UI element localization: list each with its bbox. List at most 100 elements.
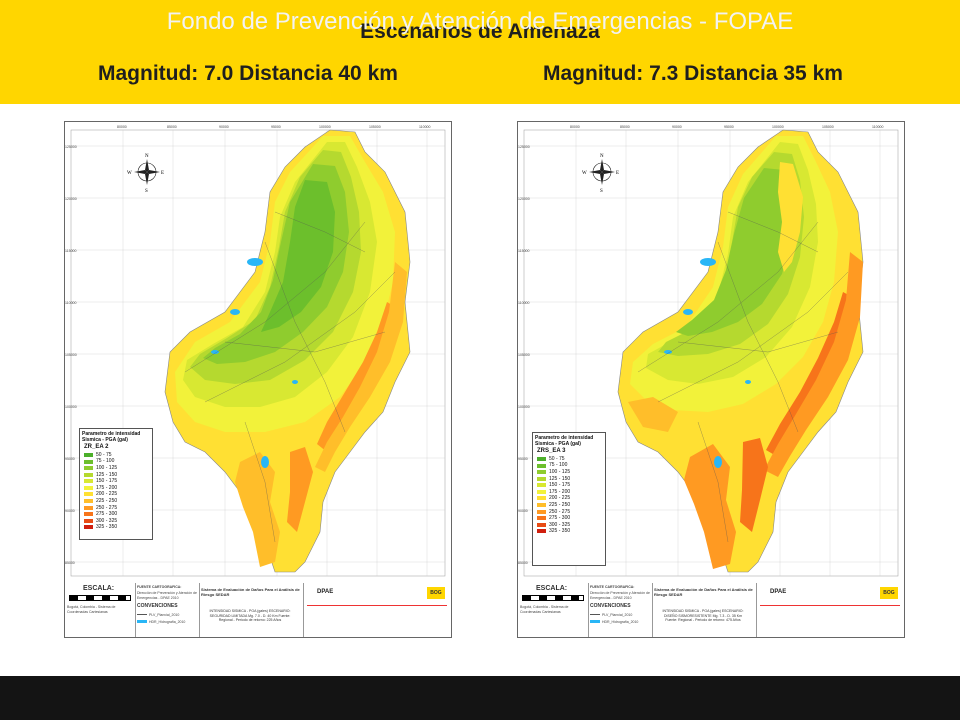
tick-top: 80000: [117, 125, 127, 129]
legend-item: 225 - 250: [533, 502, 605, 509]
tick-side: 90000: [518, 509, 528, 513]
legend-swatch: [84, 505, 93, 510]
legend-swatch: [537, 463, 546, 468]
fuente-text: Dirección de Prevención y Atención de Em…: [590, 591, 650, 600]
map-left: 80000 85000 90000 95000 100000 105000 11…: [64, 121, 452, 585]
legend-label: 50 - 75: [549, 455, 565, 462]
svg-text:E: E: [616, 171, 619, 176]
zone-orange-ridge: [766, 292, 854, 457]
scale-label: ESCALA:: [83, 585, 115, 592]
tick-top: 95000: [724, 125, 734, 129]
tick-top: 90000: [672, 125, 682, 129]
tick-top: 100000: [319, 125, 331, 129]
source-cell: FUENTE CARTOGRAFICA: Dirección de Preven…: [588, 583, 653, 637]
legend-label: 325 - 350: [96, 524, 118, 531]
legend-swatch: [84, 499, 93, 504]
legend-label: 250 - 275: [549, 508, 571, 515]
legend-label: 200 - 225: [96, 491, 118, 498]
conv-item: PLV_Planvial_2010: [602, 613, 633, 617]
legend-swatch: [537, 496, 546, 501]
legend-rows: 50 - 75 75 - 100 100 - 125 125 - 150 150 - 1…: [80, 452, 152, 531]
legend-label: 100 - 125: [96, 464, 118, 471]
map-right: 80000 85000 90000 95000 100000 105000 11…: [517, 121, 905, 585]
system-title: Sistema de Evaluación de Daños Para el A…: [654, 587, 753, 597]
tick-side: 115000: [518, 249, 529, 253]
legend-label: 150 - 175: [549, 482, 571, 489]
tick-side: 125000: [65, 145, 77, 149]
legend-swatch: [537, 483, 546, 488]
subtitle-right: Magnitud: 7.3 Distancia 35 km: [543, 62, 843, 85]
source-cell: FUENTE CARTOGRAFICA: Dirección de Preven…: [135, 583, 200, 637]
legend-swatch: [84, 472, 93, 477]
tick-side: 90000: [65, 509, 75, 513]
legend-item: 75 - 100: [80, 458, 152, 465]
legend-label: 150 - 175: [96, 478, 118, 485]
scale-cell: ESCALA: Bogotá, Colombia - Sistema de Co…: [518, 583, 589, 637]
legend-label: 200 - 225: [549, 495, 571, 502]
map-info-right: ESCALA: Bogotá, Colombia - Sistema de Co…: [517, 583, 905, 638]
tick-top: 105000: [369, 125, 381, 129]
legend-label: 125 - 150: [96, 471, 118, 478]
compass-icon: N S E W: [127, 154, 164, 194]
conventions-label: CONVENCIONES: [137, 603, 178, 609]
legend-label: 175 - 200: [96, 484, 118, 491]
legend-label: 225 - 250: [96, 497, 118, 504]
svg-text:N: N: [600, 154, 604, 159]
tick-side: 100000: [65, 405, 77, 409]
legend-item: 125 - 150: [80, 471, 152, 478]
legend-swatch: [84, 512, 93, 517]
legend-title: Parametro de intensidad Sismica - PGA (g…: [535, 435, 594, 448]
legend-item: 100 - 125: [533, 469, 605, 476]
legend-swatch: [537, 503, 546, 508]
tick-side: 105000: [518, 353, 530, 357]
legend-left: Parametro de intensidad Sismica - PGA (g…: [79, 428, 153, 540]
legend-label: 300 - 325: [96, 517, 118, 524]
legend-swatch: [537, 509, 546, 514]
legend-label: 300 - 325: [549, 521, 571, 528]
bogota-logo-icon: BOG: [880, 587, 898, 599]
legend-swatch: [84, 525, 93, 530]
tick-top: 105000: [822, 125, 834, 129]
scenario-text: INTENSIDAD SISMICA - PGA (gales) ESCENAR…: [662, 609, 744, 622]
legend-swatch: [84, 466, 93, 471]
legend-label: 75 - 100: [96, 458, 115, 465]
zone-dark-green: [676, 168, 792, 336]
legend-swatch: [537, 522, 546, 527]
tick-side: 95000: [518, 457, 528, 461]
zone-south-orange: [235, 452, 280, 567]
zone-orange-ridge: [317, 302, 397, 452]
svg-text:S: S: [145, 189, 148, 194]
legend-item: 150 - 175: [80, 478, 152, 485]
legend-item: 325 - 350: [80, 524, 152, 531]
footer-text: Fondo de Prevención y Atención de Emerge…: [166, 8, 794, 35]
legend-rows: 50 - 75 75 - 100 100 - 125 125 - 150 150 - 1…: [533, 456, 605, 535]
tick-top: 90000: [219, 125, 229, 129]
compass-icon: N S E W: [582, 154, 619, 194]
conv-item: HDR_Hidrografia_2010: [149, 620, 186, 624]
fuente-label: FUENTE CARTOGRAFICA:: [590, 585, 635, 589]
legend-label: 250 - 275: [96, 504, 118, 511]
legend-item: 275 - 300: [80, 511, 152, 518]
conv-item: HDR_Hidrografia_2010: [602, 620, 639, 624]
zone-west-orange: [628, 397, 678, 432]
legend-swatch: [537, 516, 546, 521]
tick-top: 85000: [167, 125, 177, 129]
header-banner: [0, 0, 960, 104]
legend-swatch: [537, 470, 546, 475]
legend-item: 225 - 250: [80, 498, 152, 505]
legend-label: 275 - 300: [549, 515, 571, 522]
zone-north-yellow-ridge: [778, 162, 803, 272]
legend-item: 175 - 200: [80, 485, 152, 492]
logo-cell: DPAE BOG: [756, 583, 904, 637]
zone-deepest-green: [261, 180, 335, 332]
tick-side: 85000: [65, 561, 75, 565]
legend-label: 50 - 75: [96, 451, 112, 458]
svg-text:W: W: [127, 171, 132, 176]
legend-zone: ZRS_EA 3: [537, 448, 566, 455]
tick-side: 115000: [65, 249, 76, 253]
legend-swatch: [84, 452, 93, 457]
legend-label: 75 - 100: [549, 462, 568, 469]
tick-top: 85000: [620, 125, 630, 129]
legend-item: 125 - 150: [533, 475, 605, 482]
logo-cell: DPAE BOG: [303, 583, 451, 637]
